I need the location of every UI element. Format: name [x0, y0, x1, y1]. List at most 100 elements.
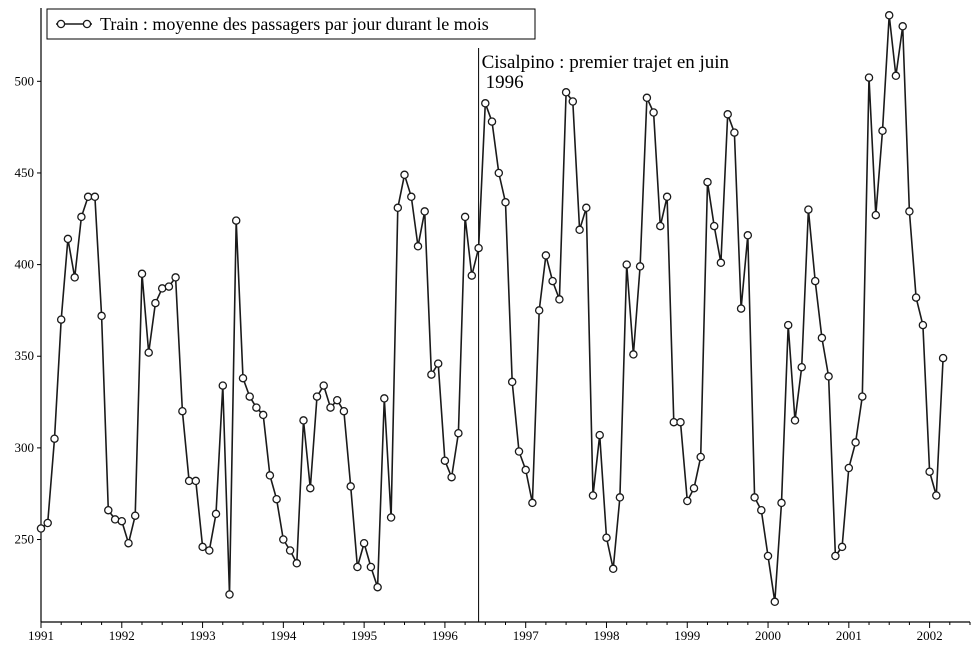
data-point	[790, 416, 800, 425]
data-point	[804, 205, 813, 214]
data-point	[783, 320, 793, 330]
x-tick-label: 1992	[109, 628, 135, 643]
x-tick-label: 1993	[190, 628, 216, 643]
data-point	[568, 97, 578, 106]
x-tick-label: 2000	[755, 628, 781, 643]
data-point	[292, 559, 302, 568]
data-point	[130, 511, 140, 520]
data-point	[676, 417, 685, 427]
data-point	[582, 203, 591, 213]
data-point	[117, 516, 127, 526]
data-point	[467, 271, 477, 280]
data-point	[272, 494, 281, 504]
data-point	[561, 88, 571, 97]
data-point	[151, 298, 160, 308]
data-point	[279, 535, 288, 544]
annotation: Cisalpino : premier trajet en juin 1996	[478, 48, 730, 622]
data-point	[514, 447, 524, 456]
data-point	[884, 11, 894, 20]
data-point	[299, 416, 308, 425]
data-point	[797, 362, 806, 372]
data-point	[36, 524, 46, 533]
data-point	[332, 395, 342, 405]
x-tick-label: 1991	[28, 628, 54, 643]
data-point	[90, 192, 100, 202]
data-point	[353, 562, 362, 572]
data-point	[730, 128, 739, 137]
data-point	[97, 311, 106, 321]
data-point	[743, 231, 753, 240]
data-point	[413, 242, 423, 251]
data-point	[925, 467, 934, 476]
data-point	[507, 377, 517, 387]
data-point	[252, 403, 261, 412]
data-point	[723, 110, 732, 119]
data-point	[541, 251, 551, 260]
data-point	[144, 348, 153, 357]
data-point	[757, 505, 766, 515]
data-point	[218, 381, 228, 390]
data-point	[326, 403, 335, 412]
data-point	[642, 93, 652, 103]
data-point	[258, 410, 268, 420]
data-point	[238, 373, 248, 383]
data-point	[824, 372, 833, 381]
data-point	[588, 491, 598, 500]
legend-marker-right	[82, 19, 92, 29]
data-point	[366, 562, 376, 572]
x-ticks: 1991 1992 1993 1994 1995 1996 1997 1998 1999 2000…	[28, 622, 971, 643]
data-point	[709, 221, 719, 231]
data-point	[211, 509, 221, 519]
data-point	[50, 434, 59, 443]
data-point	[851, 438, 860, 447]
y-tick-label: 300	[15, 440, 35, 455]
data-point	[386, 513, 396, 522]
y-tick-label: 500	[15, 73, 35, 88]
y-tick-label: 350	[15, 348, 35, 363]
data-point	[433, 359, 443, 368]
data-point	[844, 463, 854, 473]
data-point	[534, 306, 544, 315]
y-tick-label: 250	[15, 532, 35, 547]
data-point	[716, 258, 726, 268]
y-tick-label: 400	[15, 257, 35, 272]
data-point	[124, 538, 133, 548]
data-point	[346, 482, 355, 491]
data-point	[629, 350, 638, 359]
data-point	[602, 533, 611, 542]
data-point	[763, 551, 773, 561]
data-point	[770, 597, 780, 607]
x-tick-label: 1997	[513, 628, 540, 643]
data-point	[454, 428, 463, 438]
data-point	[649, 108, 658, 117]
data-point	[285, 546, 295, 555]
data-point	[622, 260, 631, 269]
data-point	[871, 210, 881, 220]
data-point	[898, 22, 907, 31]
data-point	[810, 276, 820, 286]
data-point	[191, 476, 201, 486]
data-point	[312, 392, 322, 401]
data-point	[373, 582, 382, 592]
data-point	[319, 381, 328, 390]
data-point	[171, 273, 180, 282]
data-point	[548, 276, 557, 286]
data-point	[878, 126, 887, 136]
data-point	[231, 216, 241, 225]
x-tick-label: 1994	[270, 628, 297, 643]
data-point	[911, 293, 921, 302]
data-point	[615, 493, 625, 502]
data-point	[521, 465, 530, 475]
y-ticks: 250 300 350 400 450 500	[15, 73, 41, 547]
data-point	[70, 273, 79, 282]
legend-box	[46, 8, 536, 40]
x-tick-label: 1996	[432, 628, 459, 643]
data-point	[487, 117, 497, 126]
legend-marker-left	[56, 19, 66, 29]
data-point	[501, 198, 510, 207]
data-point	[662, 192, 672, 202]
data-point	[831, 551, 840, 561]
series-train	[36, 11, 948, 607]
data-point	[858, 392, 867, 401]
